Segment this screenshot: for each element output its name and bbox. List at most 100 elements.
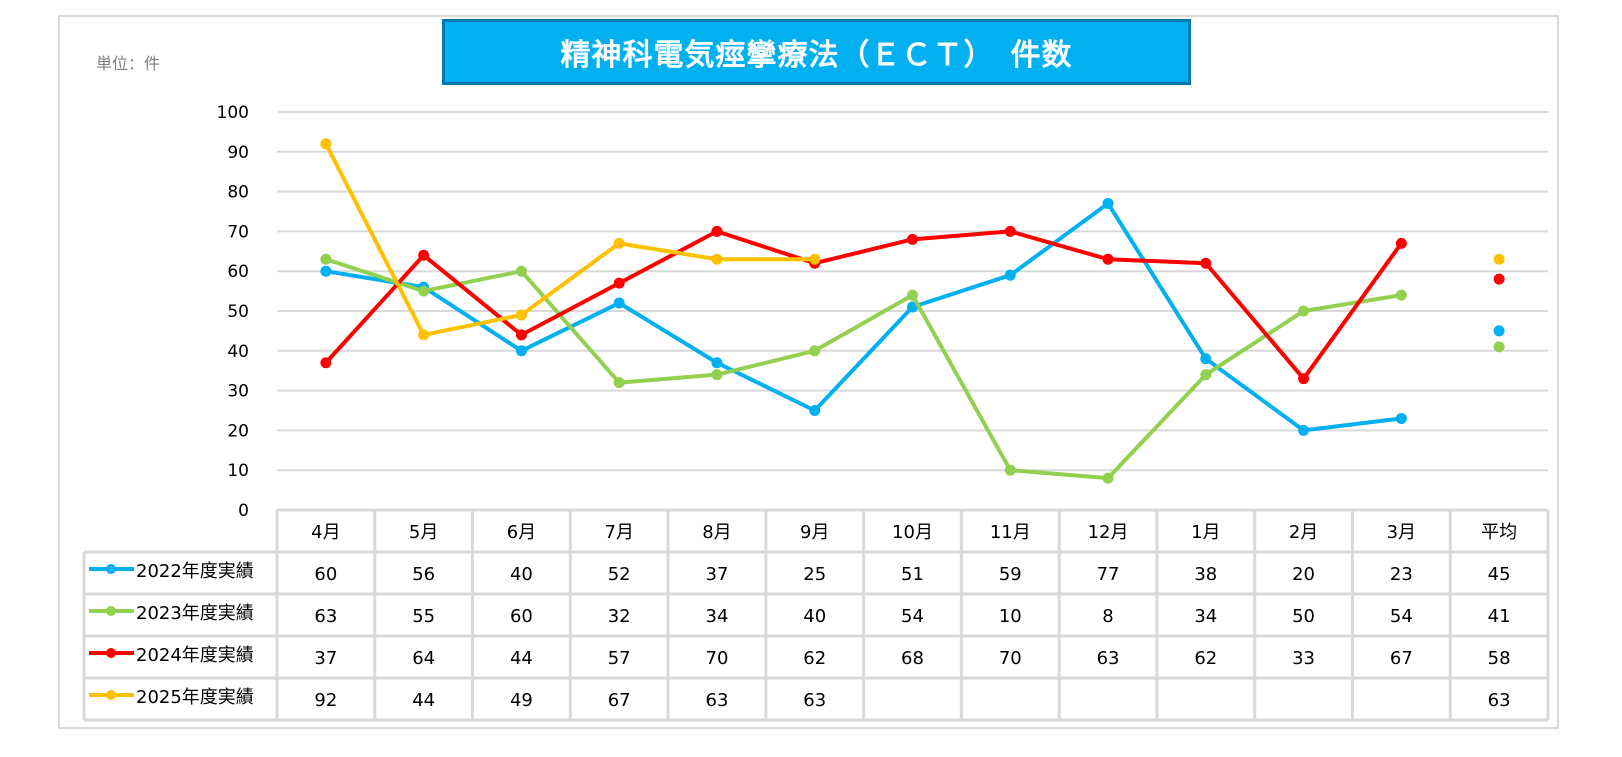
table-cell: 62: [1194, 648, 1217, 669]
y-tick-label: 60: [227, 262, 249, 282]
y-tick-label: 90: [227, 143, 249, 163]
legend-marker-2: [106, 606, 116, 616]
average-point: [1493, 273, 1505, 285]
data-point: [320, 253, 332, 265]
legend-label: 2025年度実績: [136, 687, 254, 708]
table-cell: 44: [412, 690, 435, 711]
data-point: [711, 225, 723, 237]
y-tick-label: 50: [227, 302, 249, 322]
data-point: [1004, 269, 1016, 281]
data-point: [711, 357, 723, 369]
table-cell: 10: [999, 606, 1022, 627]
data-point: [1200, 257, 1212, 269]
table-cell: 52: [608, 564, 631, 585]
data-point: [613, 237, 625, 249]
data-point: [1102, 198, 1114, 210]
data-point: [515, 265, 527, 277]
table-cell: 62: [803, 648, 826, 669]
data-point: [613, 297, 625, 309]
data-point: [809, 253, 821, 265]
table-cell: 50: [1292, 606, 1315, 627]
table-cell: 59: [999, 564, 1022, 585]
series-line-2: [325, 257, 1402, 481]
x-tick-label: 5月: [409, 522, 438, 543]
data-point: [515, 329, 527, 341]
table-cell-average: 58: [1488, 648, 1511, 669]
table-cell: 38: [1194, 564, 1217, 585]
y-tick-label: 0: [238, 501, 249, 521]
table-cell: 34: [1194, 606, 1217, 627]
data-point: [515, 309, 527, 321]
data-point: [1395, 289, 1407, 301]
table-cell: 32: [608, 606, 631, 627]
data-point: [418, 285, 430, 297]
table-cell: 23: [1390, 564, 1413, 585]
legend-label: 2023年度実績: [136, 603, 254, 624]
table-cell: 49: [510, 690, 533, 711]
data-point: [1102, 472, 1114, 484]
y-tick-label: 80: [227, 183, 249, 203]
data-point: [809, 345, 821, 357]
x-tick-label: 2月: [1289, 522, 1318, 543]
table-cell: 8: [1102, 606, 1113, 627]
table-cell: 51: [901, 564, 924, 585]
x-tick-label: 9月: [800, 522, 829, 543]
series-line-4: [324, 142, 815, 337]
data-point: [907, 289, 918, 301]
data-point: [1395, 412, 1407, 424]
y-tick-label: 20: [227, 421, 249, 441]
y-tick-label: 40: [227, 342, 249, 362]
average-point: [1493, 253, 1505, 265]
data-point: [1102, 253, 1114, 265]
y-tick-label: 70: [227, 222, 249, 242]
average-header: 平均: [1481, 522, 1517, 543]
data-point: [1200, 369, 1212, 381]
x-tick-label: 12月: [1088, 522, 1129, 543]
table-cell: 67: [1390, 648, 1413, 669]
table-cell: 40: [803, 606, 826, 627]
data-point: [418, 329, 430, 341]
x-tick-label: 7月: [604, 522, 633, 543]
table-cell: 54: [1390, 606, 1413, 627]
table-cell: 77: [1097, 564, 1120, 585]
table-cell-average: 63: [1488, 690, 1511, 711]
table-cell: 25: [803, 564, 826, 585]
y-tick-label: 30: [227, 382, 249, 402]
table-cell: 92: [314, 690, 337, 711]
table-cell: 37: [706, 564, 729, 585]
table-cell: 68: [901, 648, 924, 669]
table-cell: 64: [412, 648, 435, 669]
table-cell: 63: [314, 606, 337, 627]
table-cell: 60: [314, 564, 337, 585]
data-point: [1004, 225, 1016, 237]
legend-label: 2024年度実績: [136, 645, 254, 666]
chart-title: 精神科電気痙攣療法（ＥＣＴ） 件数: [442, 19, 1191, 85]
data-point: [515, 345, 527, 357]
table-cell: 34: [706, 606, 729, 627]
legend-marker-4: [106, 690, 116, 700]
table-cell: 70: [706, 648, 729, 669]
x-tick-label: 4月: [311, 522, 340, 543]
legend-label: 2022年度実績: [136, 561, 254, 582]
table-cell: 44: [510, 648, 533, 669]
y-tick-label: 10: [227, 461, 249, 481]
data-point: [1395, 237, 1407, 249]
data-point: [1298, 373, 1310, 385]
table-cell: 70: [999, 648, 1022, 669]
unit-label: 単位：件: [96, 54, 161, 73]
legend-marker-3: [106, 648, 116, 658]
data-point: [418, 249, 430, 261]
legend-marker-1: [106, 564, 116, 574]
table-cell: 54: [901, 606, 924, 627]
x-tick-label: 6月: [507, 522, 536, 543]
average-point: [1493, 325, 1505, 337]
series-line-3: [324, 229, 1403, 381]
table-cell: 40: [510, 564, 533, 585]
y-tick-label: 100: [217, 103, 249, 123]
series-line-1: [325, 201, 1402, 433]
data-point: [1298, 305, 1310, 317]
data-point: [711, 253, 723, 265]
data-point: [809, 405, 821, 416]
average-point: [1493, 341, 1505, 353]
